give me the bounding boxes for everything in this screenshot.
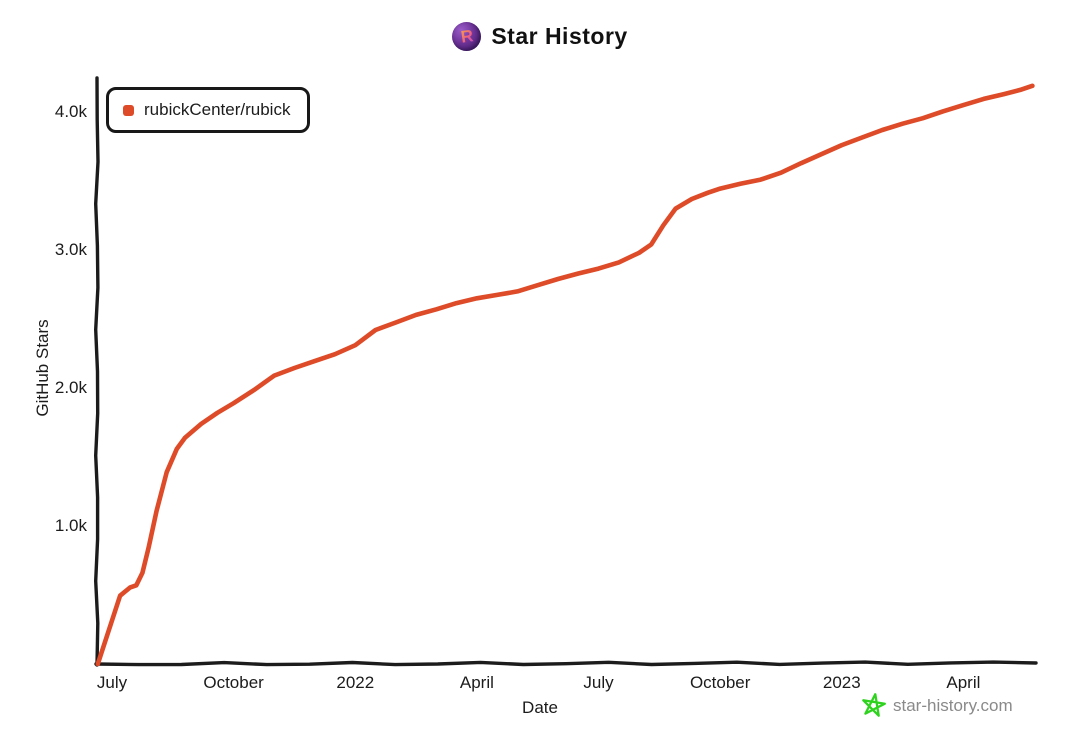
legend-swatch [123,104,134,116]
y-axis-line [94,76,100,667]
x-tick-label: July [96,673,128,692]
x-tick-label: 2023 [822,673,861,692]
chart-title: Star History [491,23,628,49]
x-tick-label: October [689,673,751,692]
chart-header: R Star History [0,22,1080,51]
x-tick-label: July [583,673,614,692]
x-tick-label: April [459,673,494,692]
legend-box: rubickCenter/rubick [106,87,311,133]
star-history-logo-icon: R [452,22,482,51]
x-tick-label: October [203,673,264,692]
x-tick-label: 2022 [336,673,375,692]
legend-series-label: rubickCenter/rubick [144,100,291,119]
y-tick-label: 2.0k [54,378,87,397]
x-axis-title: Date [522,698,558,717]
y-tick-label: 3.0k [54,240,87,259]
watermark-site-label: star-history.com [893,695,1013,715]
watermark: star-history.com [861,693,1013,718]
y-tick-label: 1.0k [54,516,87,535]
x-axis-line [94,660,1038,667]
series-line-rubick [95,83,1035,667]
green-star-icon [862,693,886,717]
x-tick-label: April [946,673,981,692]
y-axis-title: GitHub Stars [33,319,52,417]
y-tick-label: 4.0k [54,102,87,121]
